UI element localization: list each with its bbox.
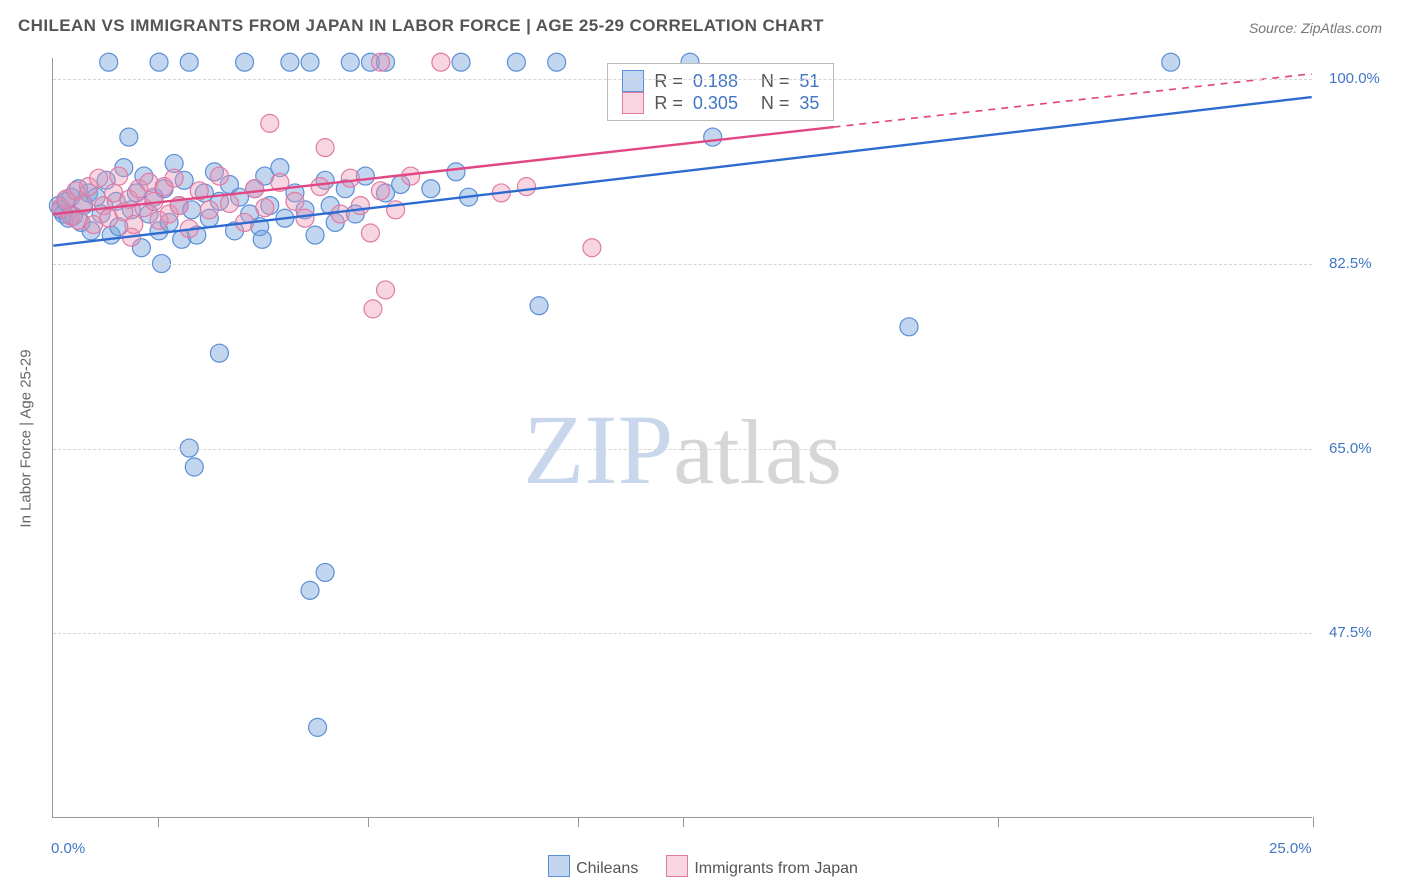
point-japan	[210, 167, 228, 185]
point-japan	[165, 169, 183, 187]
y-tick-label: 65.0%	[1329, 440, 1372, 457]
point-chilean	[236, 53, 254, 71]
legend-swatch-pink	[666, 855, 688, 877]
chart-title: CHILEAN VS IMMIGRANTS FROM JAPAN IN LABO…	[18, 16, 824, 36]
y-tick-label: 100.0%	[1329, 70, 1380, 87]
source-attribution: Source: ZipAtlas.com	[1249, 20, 1382, 36]
point-chilean	[341, 53, 359, 71]
point-japan	[377, 281, 395, 299]
point-japan	[125, 216, 143, 234]
legend-swatch-blue	[548, 855, 570, 877]
correlation-box: R =0.188N =51R =0.305N =35	[607, 63, 834, 121]
point-chilean	[309, 718, 327, 736]
chart-container: CHILEAN VS IMMIGRANTS FROM JAPAN IN LABO…	[0, 0, 1406, 892]
point-chilean	[180, 53, 198, 71]
point-japan	[517, 178, 535, 196]
corr-swatch	[622, 70, 644, 92]
point-japan	[110, 167, 128, 185]
corr-n: 51	[799, 71, 819, 92]
grid-line	[53, 79, 1312, 80]
point-chilean	[150, 53, 168, 71]
point-chilean	[301, 53, 319, 71]
point-japan	[372, 53, 390, 71]
point-japan	[261, 114, 279, 132]
corr-r: 0.305	[693, 93, 751, 114]
point-japan	[583, 239, 601, 257]
x-tick	[158, 817, 159, 827]
x-tick	[578, 817, 579, 827]
point-chilean	[1162, 53, 1180, 71]
point-chilean	[301, 581, 319, 599]
corr-n: 35	[799, 93, 819, 114]
point-chilean	[253, 230, 271, 248]
point-japan	[331, 205, 349, 223]
point-japan	[296, 209, 314, 227]
point-chilean	[507, 53, 525, 71]
point-japan	[364, 300, 382, 318]
point-japan	[246, 180, 264, 198]
corr-swatch	[622, 92, 644, 114]
point-chilean	[210, 344, 228, 362]
point-japan	[221, 194, 239, 212]
legend-item-chileans: Chileans	[548, 855, 638, 878]
grid-line	[53, 449, 1312, 450]
point-chilean	[100, 53, 118, 71]
point-chilean	[530, 297, 548, 315]
point-chilean	[548, 53, 566, 71]
corr-r: 0.188	[693, 71, 751, 92]
point-japan	[361, 224, 379, 242]
trend-japan-dashed	[834, 74, 1312, 127]
grid-line	[53, 264, 1312, 265]
point-chilean	[422, 180, 440, 198]
point-japan	[311, 178, 329, 196]
corr-row: R =0.188N =51	[622, 70, 819, 92]
point-japan	[256, 199, 274, 217]
point-chilean	[447, 163, 465, 181]
x-tick	[683, 817, 684, 827]
point-japan	[432, 53, 450, 71]
grid-line	[53, 633, 1312, 634]
x-tick	[368, 817, 369, 827]
corr-row: R =0.305N =35	[622, 92, 819, 114]
point-japan	[316, 139, 334, 157]
legend-item-japan: Immigrants from Japan	[666, 855, 858, 878]
point-japan	[341, 169, 359, 187]
bottom-legend: Chileans Immigrants from Japan	[0, 855, 1406, 878]
point-japan	[286, 192, 304, 210]
x-tick	[1313, 817, 1314, 827]
point-japan	[372, 182, 390, 200]
y-tick-label: 47.5%	[1329, 624, 1372, 641]
point-chilean	[185, 458, 203, 476]
plot-area: ZIPatlas R =0.188N =51R =0.305N =35 100.…	[52, 58, 1312, 818]
y-tick-label: 82.5%	[1329, 255, 1372, 272]
point-chilean	[704, 128, 722, 146]
point-chilean	[452, 53, 470, 71]
point-japan	[200, 201, 218, 219]
point-chilean	[281, 53, 299, 71]
chart-svg	[53, 58, 1312, 817]
point-chilean	[306, 226, 324, 244]
point-chilean	[900, 318, 918, 336]
x-tick	[998, 817, 999, 827]
point-japan	[90, 169, 108, 187]
point-chilean	[120, 128, 138, 146]
point-japan	[351, 197, 369, 215]
y-axis-label: In Labor Force | Age 25-29	[18, 349, 35, 527]
y-axis-label-container: In Labor Force | Age 25-29	[14, 58, 38, 818]
point-chilean	[316, 563, 334, 581]
